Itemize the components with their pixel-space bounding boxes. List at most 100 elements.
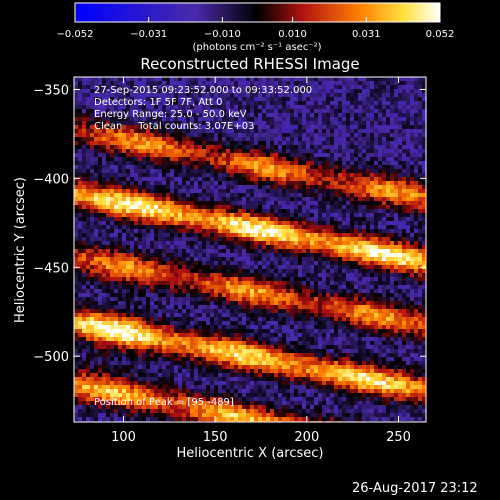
- heatmap-pixel: [110, 293, 114, 297]
- heatmap-pixel: [406, 253, 410, 257]
- heatmap-pixel: [150, 229, 154, 233]
- heatmap-pixel: [226, 269, 230, 273]
- heatmap-pixel: [134, 261, 138, 265]
- heatmap-pixel: [222, 257, 226, 261]
- heatmap-pixel: [90, 101, 94, 105]
- heatmap-pixel: [182, 161, 186, 165]
- heatmap-pixel: [382, 173, 386, 177]
- heatmap-pixel: [278, 117, 282, 121]
- heatmap-pixel: [178, 217, 182, 221]
- heatmap-pixel: [330, 237, 334, 241]
- heatmap-pixel: [234, 137, 238, 141]
- heatmap-pixel: [302, 249, 306, 253]
- heatmap-pixel: [386, 105, 390, 109]
- heatmap-pixel: [238, 117, 242, 121]
- heatmap-pixel: [390, 117, 394, 121]
- heatmap-pixel: [286, 157, 290, 161]
- heatmap-pixel: [86, 185, 90, 189]
- heatmap-pixel: [126, 121, 130, 125]
- heatmap-pixel: [274, 217, 278, 221]
- heatmap-pixel: [138, 93, 142, 97]
- heatmap-pixel: [346, 85, 350, 89]
- heatmap-pixel: [334, 197, 338, 201]
- heatmap-pixel: [182, 173, 186, 177]
- heatmap-pixel: [310, 233, 314, 237]
- heatmap-pixel: [338, 105, 342, 109]
- heatmap-pixel: [386, 209, 390, 213]
- heatmap-pixel: [418, 261, 422, 265]
- heatmap-pixel: [382, 97, 386, 101]
- heatmap-pixel: [162, 129, 166, 133]
- heatmap-pixel: [166, 105, 170, 109]
- heatmap-pixel: [234, 165, 238, 169]
- heatmap-pixel: [182, 169, 186, 173]
- heatmap-pixel: [94, 129, 98, 133]
- heatmap-pixel: [414, 165, 418, 169]
- heatmap-pixel: [334, 93, 338, 97]
- heatmap-pixel: [250, 237, 254, 241]
- heatmap-pixel: [94, 297, 98, 301]
- heatmap-pixel: [310, 137, 314, 141]
- heatmap-pixel: [362, 281, 366, 285]
- heatmap-pixel: [318, 245, 322, 249]
- heatmap-pixel: [210, 257, 214, 261]
- heatmap-pixel: [298, 285, 302, 289]
- heatmap-pixel: [362, 217, 366, 221]
- heatmap-pixel: [382, 77, 386, 81]
- heatmap-pixel: [378, 117, 382, 121]
- heatmap-pixel: [406, 77, 410, 81]
- heatmap-pixel: [186, 173, 190, 177]
- heatmap-pixel: [394, 97, 398, 101]
- heatmap-pixel: [266, 185, 270, 189]
- heatmap-pixel: [410, 273, 414, 277]
- heatmap-pixel: [186, 237, 190, 241]
- heatmap-pixel: [102, 245, 106, 249]
- heatmap-pixel: [362, 137, 366, 141]
- heatmap-pixel: [258, 197, 262, 201]
- heatmap-pixel: [130, 229, 134, 233]
- heatmap-pixel: [82, 97, 86, 101]
- heatmap-pixel: [358, 185, 362, 189]
- heatmap-pixel: [294, 261, 298, 265]
- heatmap-pixel: [414, 193, 418, 197]
- heatmap-pixel: [206, 241, 210, 245]
- heatmap-pixel: [334, 77, 338, 81]
- heatmap-pixel: [122, 269, 126, 273]
- heatmap-pixel: [334, 217, 338, 221]
- heatmap-pixel: [270, 293, 274, 297]
- heatmap-pixel: [270, 77, 274, 81]
- heatmap-pixel: [150, 117, 154, 121]
- heatmap-pixel: [390, 97, 394, 101]
- heatmap-pixel: [198, 97, 202, 101]
- heatmap-pixel: [306, 161, 310, 165]
- heatmap-pixel: [358, 141, 362, 145]
- heatmap-pixel: [222, 193, 226, 197]
- heatmap-pixel: [214, 201, 218, 205]
- heatmap-pixel: [110, 197, 114, 201]
- heatmap-pixel: [78, 213, 82, 217]
- heatmap-pixel: [254, 297, 258, 301]
- heatmap-pixel: [222, 221, 226, 225]
- heatmap-pixel: [222, 233, 226, 237]
- heatmap-pixel: [290, 229, 294, 233]
- heatmap-pixel: [374, 293, 378, 297]
- heatmap-pixel: [294, 189, 298, 193]
- heatmap-pixel: [334, 89, 338, 93]
- heatmap-pixel: [154, 185, 158, 189]
- heatmap-pixel: [142, 177, 146, 181]
- heatmap-pixel: [134, 209, 138, 213]
- heatmap-pixel: [386, 217, 390, 221]
- heatmap-pixel: [322, 101, 326, 105]
- heatmap-pixel: [86, 245, 90, 249]
- colorbar-tick-label: 0.010: [278, 29, 307, 40]
- heatmap-pixel: [154, 253, 158, 257]
- heatmap-pixel: [342, 89, 346, 93]
- heatmap-pixel: [118, 257, 122, 261]
- heatmap-pixel: [322, 225, 326, 229]
- heatmap-pixel: [74, 97, 78, 101]
- heatmap-pixel: [318, 269, 322, 273]
- heatmap-pixel: [330, 221, 334, 225]
- heatmap-pixel: [218, 97, 222, 101]
- heatmap-pixel: [74, 193, 78, 197]
- heatmap-pixel: [166, 261, 170, 265]
